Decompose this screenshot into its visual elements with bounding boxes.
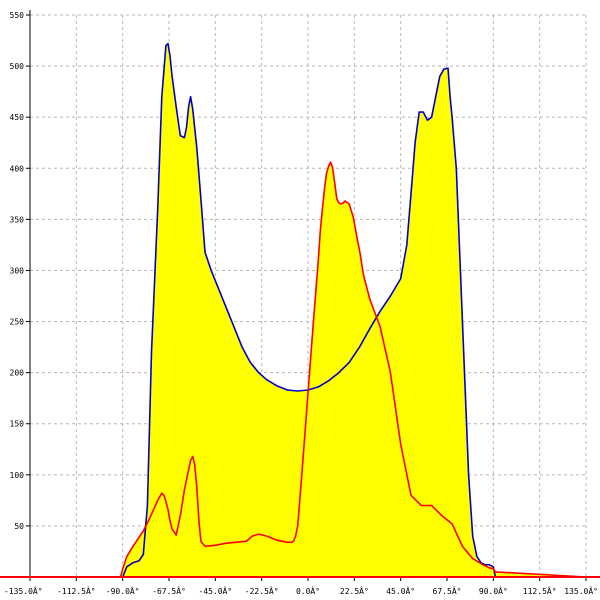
x-tick-label: 45.0Â° [386,585,415,596]
y-tick-label: 150 [10,420,25,429]
tick-labels: 50 100 150 200 250 300 350 400 450 500 550 -135.0Â°… [4,11,598,596]
x-tick-label: -22.5Â° [245,585,279,596]
y-tick-label: 550 [10,11,25,20]
x-tick-label: -135.0Â° [4,585,43,596]
x-tick-label: 22.5Â° [340,585,369,596]
x-tick-label: 67.5Â° [433,585,462,596]
x-tick-label: 135.0Â° [564,585,598,596]
y-tick-label: 350 [10,215,25,224]
x-tick-label: -112.5Â° [57,585,96,596]
x-tick-label: -45.0Â° [198,585,232,596]
y-tick-label: 50 [14,522,24,531]
x-tick-label: 112.5Â° [523,585,557,596]
y-tick-label: 500 [10,62,25,71]
y-tick-label: 250 [10,318,25,327]
x-tick-label: -90.0Â° [106,585,140,596]
y-tick-label: 400 [10,164,25,173]
y-tick-label: 200 [10,369,25,378]
x-tick-label: 90.0Â° [479,585,508,596]
series-2-line [30,161,587,578]
y-tick-label: 450 [10,113,25,122]
y-tick-label: 100 [10,471,25,480]
series-1-line [30,42,586,578]
y-tick-label: 300 [10,266,25,275]
series-2-area [30,162,586,577]
area-fills [30,43,586,578]
x-tick-label: -67.5Â° [152,585,186,596]
series-lines [0,42,600,578]
x-tick-label: 0.0Â° [296,585,320,596]
series-1-area [30,43,586,578]
